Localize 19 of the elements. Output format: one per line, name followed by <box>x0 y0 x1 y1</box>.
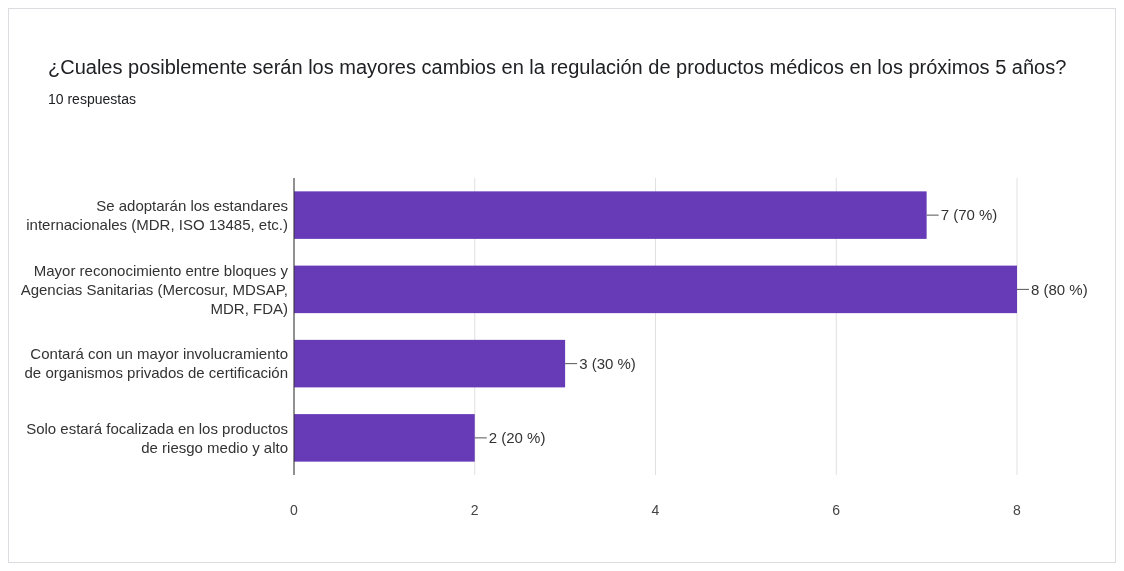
y-tick-label: Se adoptarán los estandares internacionales (MDR, ISO 13485, etc.) <box>26 196 288 233</box>
x-tick-label: 6 <box>832 502 841 518</box>
x-tick-label: 4 <box>651 502 660 518</box>
data-label: 3 (30 %) <box>579 354 636 372</box>
y-tick-label: Contará con un mayor involucramiento de organismos privados de certificación <box>24 345 288 382</box>
y-tick-label: Mayor reconocimiento entre bloques y Agencias Sanitarias (Mercosur, MDSAP, MDR, FDA) <box>20 261 289 317</box>
chart-title: ¿Cuales posiblemente serán los mayores cambios en la regulación de productos médicos en los próximos 5 años? <box>48 56 1067 78</box>
data-label: 7 (70 %) <box>940 206 998 224</box>
y-tick-label: Solo estará focalizada en los productos de riesgo medio y alto <box>26 419 288 456</box>
bar <box>294 191 927 239</box>
bar <box>294 339 566 388</box>
x-tick-label: 8 <box>1013 502 1022 518</box>
bar <box>294 265 1017 314</box>
data-label: 2 (20 %) <box>488 429 546 447</box>
text: 10 respuestas <box>48 91 136 107</box>
x-tick-label: 2 <box>470 502 479 518</box>
bar <box>294 414 475 462</box>
x-tick-label: 0 <box>290 502 299 518</box>
data-label: 8 (80 %) <box>1031 280 1088 298</box>
